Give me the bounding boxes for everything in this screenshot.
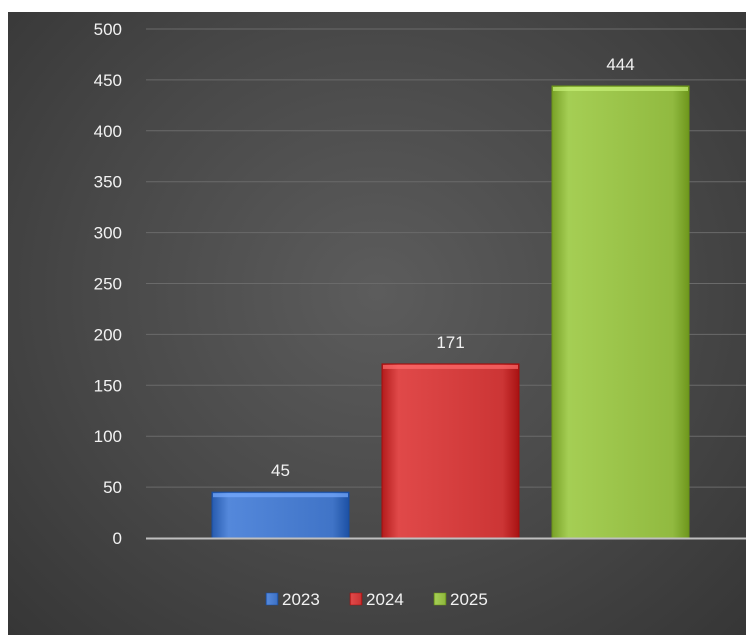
data-label-2025: 444 bbox=[606, 55, 634, 74]
y-tick-label: 150 bbox=[94, 376, 122, 395]
y-tick-label: 0 bbox=[113, 529, 122, 548]
bars bbox=[211, 85, 690, 539]
legend: 2023 2024 2025 bbox=[265, 590, 488, 609]
chart-area: 0 50 100 150 200 250 300 350 400 450 500 45 171 444 … bbox=[8, 12, 746, 635]
legend-label-2023: 2023 bbox=[282, 590, 320, 609]
legend-swatch-2024 bbox=[349, 592, 363, 606]
bar-2024 bbox=[381, 363, 520, 539]
bar-2023 bbox=[211, 491, 350, 539]
bar-bevel-2024 bbox=[383, 364, 518, 369]
data-labels: 45 171 444 bbox=[271, 55, 635, 480]
y-tick-label: 100 bbox=[94, 427, 122, 446]
bar-2025 bbox=[551, 85, 690, 539]
legend-label-2024: 2024 bbox=[366, 590, 404, 609]
y-tick-label: 50 bbox=[103, 478, 122, 497]
legend-swatch-2023 bbox=[265, 592, 279, 606]
y-tick-label: 400 bbox=[94, 122, 122, 141]
y-tick-label: 500 bbox=[94, 20, 122, 39]
bar-bevel-2025 bbox=[553, 87, 688, 92]
gridlines bbox=[146, 28, 746, 488]
data-label-2023: 45 bbox=[271, 461, 290, 480]
y-tick-label: 350 bbox=[94, 173, 122, 192]
legend-swatch-2025 bbox=[433, 592, 447, 606]
bar-bevel-2023 bbox=[213, 493, 348, 498]
y-axis-ticks: 0 50 100 150 200 250 300 350 400 450 500 bbox=[94, 20, 122, 548]
data-label-2024: 171 bbox=[436, 333, 464, 352]
y-tick-label: 200 bbox=[94, 325, 122, 344]
y-tick-label: 250 bbox=[94, 275, 122, 294]
legend-label-2025: 2025 bbox=[450, 590, 488, 609]
y-tick-label: 300 bbox=[94, 224, 122, 243]
y-tick-label: 450 bbox=[94, 71, 122, 90]
